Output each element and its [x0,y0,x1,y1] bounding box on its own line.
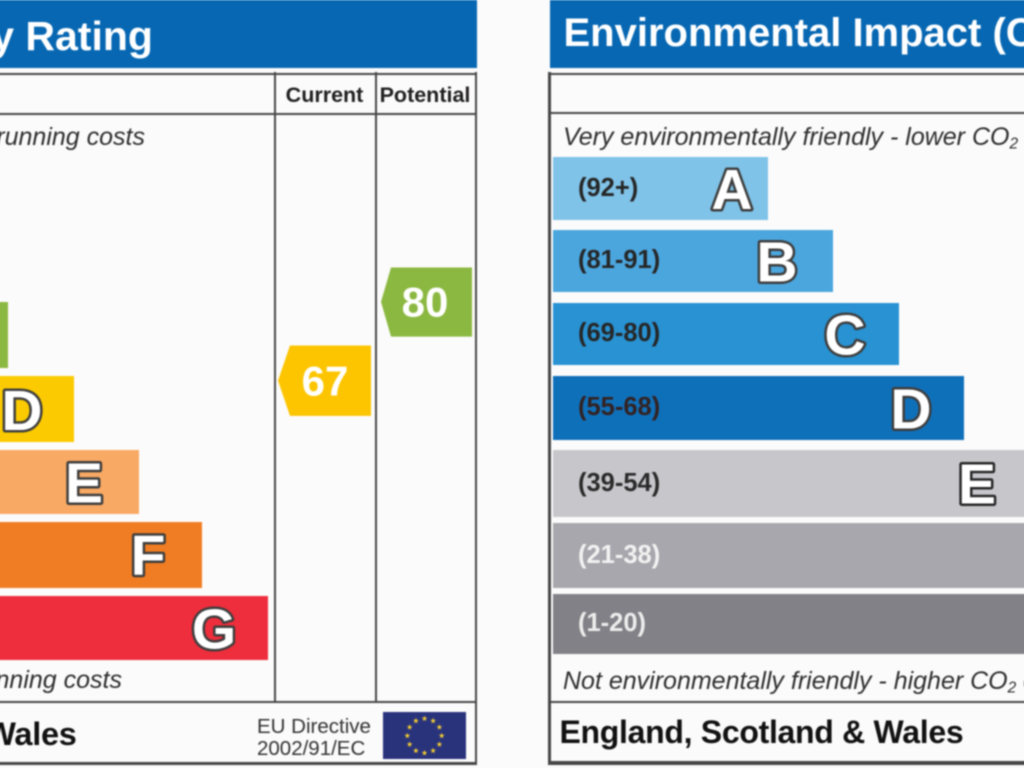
svg-text:67: 67 [302,358,349,405]
svg-text:F: F [130,524,165,588]
svg-text:C: C [824,303,865,367]
svg-text:E: E [65,451,103,515]
svg-text:D: D [1,378,42,442]
svg-text:D: D [890,377,931,441]
svg-text:80: 80 [402,279,449,326]
svg-text:A: A [711,158,752,222]
svg-text:E: E [958,453,996,517]
svg-text:B: B [756,230,797,294]
svg-text:G: G [192,598,236,662]
